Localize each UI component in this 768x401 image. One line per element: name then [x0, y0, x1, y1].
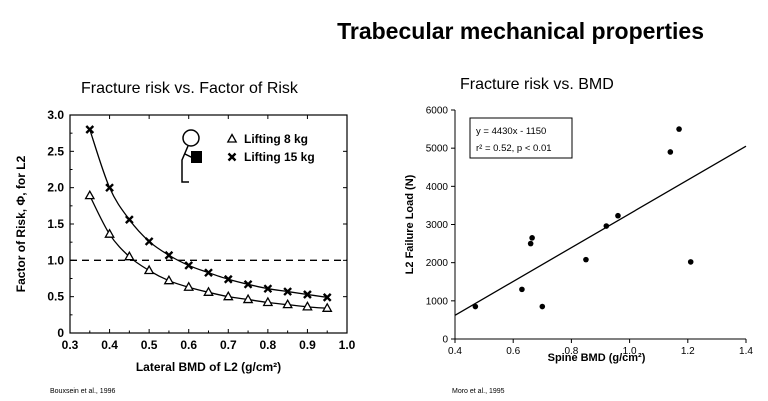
x-tick-label: 1.2 [681, 346, 695, 357]
x-tick-label: 0.7 [220, 338, 237, 352]
weight-box-shape [191, 151, 202, 163]
x-marker [263, 284, 273, 294]
y-tick-label: 0.5 [47, 290, 64, 304]
triangle-marker [183, 281, 195, 291]
factor-of-risk-chart: 0.3 0.4 0.5 0.6 0.7 0.8 0.9 1.0 0 0.5 1.0 1.5 2.0 2.5… [14, 108, 356, 374]
y-tick-label: 2.0 [47, 181, 64, 195]
x-tick-label: 0.4 [101, 338, 118, 352]
slide-title: Trabecular mechanical properties [337, 18, 704, 44]
y-axis-label: Factor of Risk, Φ, for L2 [14, 155, 28, 292]
triangle-marker [282, 298, 293, 309]
data-point [687, 259, 694, 265]
triangle-marker [104, 228, 115, 238]
y-tick-label: 4000 [426, 182, 449, 193]
triangle-marker [124, 250, 135, 261]
x-axis-label: Spine BMD (g/cm²) [548, 352, 646, 364]
regression-line [454, 145, 747, 316]
y-tick-label: 1.0 [47, 253, 64, 267]
data-point [472, 303, 479, 310]
x-marker [322, 293, 332, 302]
y-tick-label: 3.0 [47, 108, 64, 122]
x-tick-label: 0.6 [180, 338, 197, 352]
y-tick-label: 2.5 [47, 144, 64, 158]
equation-text: y = 4430x - 1150 [476, 126, 546, 137]
equation-box [469, 117, 573, 159]
y-tick-label: 6000 [426, 106, 449, 117]
data-point [615, 212, 621, 219]
legend-x-marker [227, 152, 237, 162]
legend-label: Lifting 15 kg [244, 150, 315, 164]
x-marker [243, 279, 253, 289]
x-tick-label: 0.8 [564, 346, 578, 357]
right-citation: Moro et al., 1995 [452, 388, 505, 395]
x-tick-label: 1.0 [339, 338, 356, 352]
triangle-marker [222, 290, 234, 301]
y-axis-label: L2 Failure Load (N) [404, 174, 416, 274]
x-tick-label: 0.3 [62, 338, 79, 352]
data-point [667, 149, 674, 155]
x-axis-label: Lateral BMD of L2 (g/cm²) [136, 360, 281, 374]
data-point [529, 235, 535, 241]
x-marker [164, 250, 174, 260]
legend-label: Lifting 8 kg [244, 132, 308, 146]
x-marker [204, 268, 213, 278]
left-citation: Bouxsein et al., 1996 [50, 388, 116, 395]
y-tick-label: 1.5 [47, 217, 64, 231]
x-tick-label: 0.6 [506, 346, 520, 357]
legend-triangle-marker [226, 133, 238, 143]
x-tick-label: 1.0 [623, 346, 637, 357]
triangle-marker [143, 264, 155, 275]
left-chart-heading: Fracture risk vs. Factor of Risk [81, 80, 298, 97]
head-shape [182, 129, 200, 147]
data-point [603, 223, 610, 229]
data-point [527, 240, 534, 247]
y-tick-label: 1000 [426, 296, 449, 307]
y-tick-label: 3000 [426, 220, 449, 231]
data-point [519, 286, 525, 293]
x-tick-label: 0.8 [260, 338, 277, 352]
plot-frame [69, 114, 348, 334]
x-marker [184, 261, 194, 270]
x-tick-label: 0.9 [299, 338, 316, 352]
triangle-marker [84, 189, 96, 200]
x-marker [144, 237, 154, 246]
y-tick-label: 0 [57, 326, 64, 340]
triangle-marker [262, 296, 274, 307]
triangle-marker [302, 301, 313, 311]
r-squared-text: r² = 0.52, p < 0.01 [476, 143, 552, 154]
lifting-person-icon [181, 129, 202, 183]
x-marker [303, 290, 312, 299]
y-tick-label: 5000 [426, 144, 449, 155]
triangle-marker [321, 302, 333, 312]
triangle-marker [203, 286, 214, 296]
x-marker [283, 287, 292, 296]
x-marker [125, 215, 134, 224]
x-tick-label: 1.4 [739, 346, 753, 357]
y-tick-label: 0 [442, 335, 448, 346]
y-tick-label: 2000 [426, 258, 449, 269]
x-marker [105, 183, 114, 193]
data-point [539, 303, 546, 310]
data-point [583, 256, 589, 263]
data-point [676, 126, 682, 132]
failure-load-chart: 0.4 0.6 0.8 1.0 1.2 1.4 0 1000 2000 3000 4000 5000 6… [404, 106, 753, 365]
triangle-marker [163, 274, 175, 285]
right-chart-heading: Fracture risk vs. BMD [460, 76, 614, 93]
x-marker [85, 125, 95, 134]
x-tick-label: 0.4 [448, 346, 462, 357]
triangle-marker [242, 293, 254, 304]
body-shape [181, 145, 189, 183]
x-tick-label: 0.5 [141, 338, 158, 352]
x-marker [223, 274, 233, 284]
